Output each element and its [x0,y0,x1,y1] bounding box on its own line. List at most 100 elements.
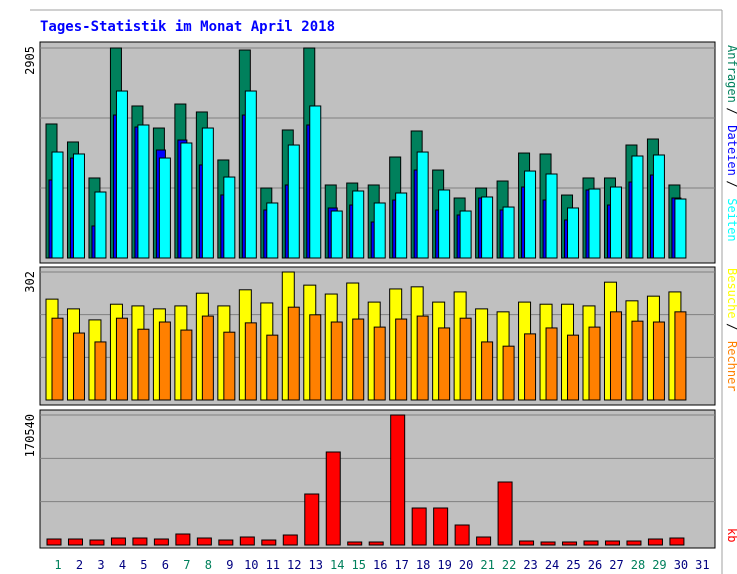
bar [609,186,622,259]
bar [481,341,494,401]
bar [411,507,427,546]
bar [395,318,408,401]
bar [631,155,644,259]
x-tick-label: 22 [502,558,516,572]
x-tick-label: 10 [244,558,258,572]
x-tick-label: 1 [54,558,61,572]
bar [287,144,300,259]
bar [416,315,429,401]
bar [72,332,85,401]
bar [626,540,642,546]
x-tick-label: 13 [309,558,323,572]
bar [67,538,83,546]
bar [352,318,365,401]
bar [674,198,687,259]
legend-label: Seiten [725,198,737,241]
bar [115,317,128,401]
bar [604,540,620,546]
bar [180,329,193,401]
bar [51,317,64,401]
bar [110,537,126,546]
x-tick-label: 9 [226,558,233,572]
bar [609,311,622,401]
x-tick-label: 28 [631,558,645,572]
bar [239,536,255,546]
bar [89,539,105,546]
x-tick-label: 8 [205,558,212,572]
bar [325,451,341,546]
bar [287,306,300,401]
bar [282,534,298,546]
bar [459,317,472,401]
bar [524,170,537,259]
bar [309,314,322,401]
bar [454,524,470,546]
x-tick-label: 18 [416,558,430,572]
bar [647,538,663,546]
bar [519,540,535,546]
bar [244,90,257,259]
bar [368,541,384,546]
bar [352,190,365,259]
bar [652,321,665,401]
bar [266,202,279,259]
bar [583,540,599,546]
bar [433,507,449,546]
bar [674,311,687,401]
x-tick-label: 31 [695,558,709,572]
bar [137,124,150,259]
x-tick-label: 3 [97,558,104,572]
bar [158,157,171,259]
bar [438,327,451,401]
bar [180,142,193,259]
x-tick-label: 21 [480,558,494,572]
chart-title: Tages-Statistik im Monat April 2018 [40,19,335,35]
bar [476,536,492,546]
bar [218,539,234,546]
bar [459,210,472,259]
bar [545,327,558,401]
bar [223,176,236,259]
bar [244,322,257,401]
bar [438,189,451,259]
legend-label: kb [725,528,737,542]
x-tick-label: 6 [162,558,169,572]
bar [567,334,580,401]
x-tick-label: 11 [266,558,280,572]
bar [261,539,277,546]
bar [373,326,386,401]
bar [153,538,169,546]
bar [390,414,406,546]
bar [416,151,429,259]
bar [669,537,685,546]
bar [115,90,128,259]
bar [567,207,580,259]
plot-area [39,409,716,549]
bar [540,541,556,546]
y-tick-label: 2905 [23,46,37,75]
bar [132,537,148,546]
bar [158,321,171,401]
legend-separator: / [725,323,737,330]
x-tick-label: 30 [674,558,688,572]
x-tick-label: 16 [373,558,387,572]
bar [545,173,558,259]
legend-label: Anfragen [725,45,737,103]
bar [502,345,515,401]
legend-separator: / [725,180,737,187]
y-tick-label: 170540 [23,414,37,457]
bar [51,151,64,259]
x-tick-label: 24 [545,558,559,572]
y-tick-label: 302 [23,271,37,293]
x-tick-label: 19 [437,558,451,572]
x-tick-label: 26 [588,558,602,572]
bar [481,196,494,259]
x-tick-label: 25 [566,558,580,572]
bar [395,192,408,259]
bar [652,154,665,259]
bar [347,541,363,546]
bar [72,153,85,259]
x-tick-label: 23 [523,558,537,572]
x-tick-label: 14 [330,558,344,572]
